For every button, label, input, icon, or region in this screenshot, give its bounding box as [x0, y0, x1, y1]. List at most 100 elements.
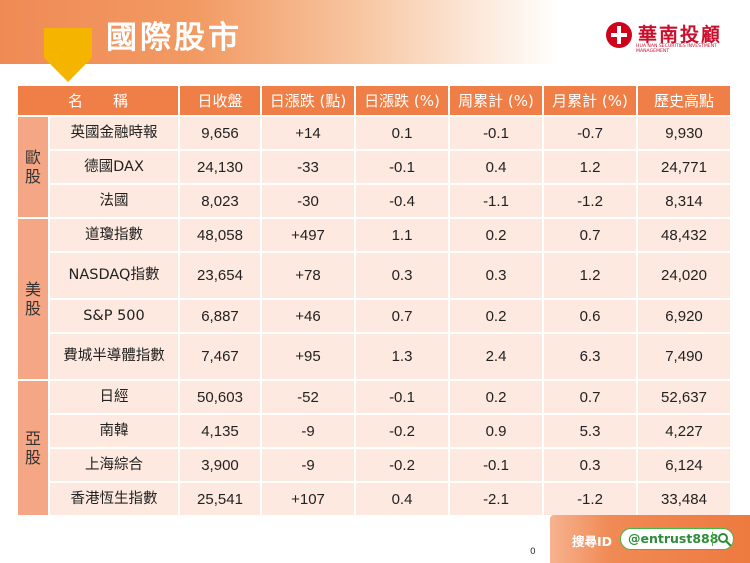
market-name: 香港恆生指數 [50, 483, 178, 515]
table-row: 南韓 4,135 -9 -0.2 0.9 5.3 4,227 [18, 415, 730, 447]
table-row: 法國 8,023 -30 -0.4 -1.1 -1.2 8,314 [18, 185, 730, 217]
month-percent-value: 5.3 [544, 415, 636, 447]
change-points-value: +497 [262, 219, 354, 251]
all-time-high-value: 9,930 [638, 117, 730, 149]
all-time-high-value: 48,432 [638, 219, 730, 251]
week-percent-value: -1.1 [450, 185, 542, 217]
search-id-value: @entrust888 [628, 531, 719, 546]
change-percent-value: -0.2 [356, 449, 448, 481]
search-box[interactable]: @entrust888 [620, 528, 734, 550]
market-name: 道瓊指數 [50, 219, 178, 251]
header-change-points: 日漲跌 (點) [262, 86, 354, 115]
market-name: NASDAQ指數 [50, 253, 178, 298]
all-time-high-value: 4,227 [638, 415, 730, 447]
market-table: 名 稱 日收盤 日漲跌 (點) 日漲跌 (%) 周累計 (%) 月累計 (%) … [16, 84, 732, 517]
week-percent-value: 0.4 [450, 151, 542, 183]
week-percent-value: 0.2 [450, 300, 542, 332]
all-time-high-value: 6,124 [638, 449, 730, 481]
change-points-value: -9 [262, 415, 354, 447]
close-value: 7,467 [180, 334, 260, 379]
change-points-value: -52 [262, 381, 354, 413]
search-divider [712, 532, 713, 546]
change-percent-value: 1.1 [356, 219, 448, 251]
table-row: S&P 500 6,887 +46 0.7 0.2 0.6 6,920 [18, 300, 730, 332]
region-label: 亞股 [18, 381, 48, 515]
search-id-label: 搜尋ID [572, 534, 613, 549]
header-name: 名 稱 [18, 86, 178, 115]
week-percent-value: 0.2 [450, 381, 542, 413]
header-week-percent: 周累計 (%) [450, 86, 542, 115]
market-name: 費城半導體指數 [50, 334, 178, 379]
close-value: 3,900 [180, 449, 260, 481]
close-value: 24,130 [180, 151, 260, 183]
week-percent-value: -0.1 [450, 117, 542, 149]
change-percent-value: 0.4 [356, 483, 448, 515]
change-percent-value: -0.2 [356, 415, 448, 447]
change-points-value: +78 [262, 253, 354, 298]
banner-marker [44, 28, 92, 82]
region-label: 美股 [18, 219, 48, 379]
brand-logo-icon [606, 22, 632, 48]
week-percent-value: 0.3 [450, 253, 542, 298]
market-name: 上海綜合 [50, 449, 178, 481]
table-row: 香港恆生指數 25,541 +107 0.4 -2.1 -1.2 33,484 [18, 483, 730, 515]
header-month-percent: 月累計 (%) [544, 86, 636, 115]
change-percent-value: -0.4 [356, 185, 448, 217]
market-name: 法國 [50, 185, 178, 217]
brand-logo: 華南投顧 HUA NAN SECURITIES INVESTMENT MANAG… [606, 20, 746, 58]
table-row: 德國DAX 24,130 -33 -0.1 0.4 1.2 24,771 [18, 151, 730, 183]
market-name: 南韓 [50, 415, 178, 447]
all-time-high-value: 33,484 [638, 483, 730, 515]
month-percent-value: 0.3 [544, 449, 636, 481]
close-value: 4,135 [180, 415, 260, 447]
all-time-high-value: 52,637 [638, 381, 730, 413]
month-percent-value: 1.2 [544, 151, 636, 183]
change-percent-value: 0.7 [356, 300, 448, 332]
change-percent-value: 0.1 [356, 117, 448, 149]
title-banner [0, 0, 560, 64]
week-percent-value: 0.9 [450, 415, 542, 447]
market-name: 德國DAX [50, 151, 178, 183]
all-time-high-value: 7,490 [638, 334, 730, 379]
change-points-value: +46 [262, 300, 354, 332]
search-icon[interactable] [717, 532, 731, 546]
month-percent-value: -1.2 [544, 483, 636, 515]
month-percent-value: -1.2 [544, 185, 636, 217]
close-value: 25,541 [180, 483, 260, 515]
month-percent-value: 1.2 [544, 253, 636, 298]
market-name: 英國金融時報 [50, 117, 178, 149]
table-row: 美股 道瓊指數 48,058 +497 1.1 0.2 0.7 48,432 [18, 219, 730, 379]
month-percent-value: 0.7 [544, 381, 636, 413]
close-value: 23,654 [180, 253, 260, 298]
table-row: 亞股 日經 50,603 -52 -0.1 0.2 0.7 52,637 [18, 381, 730, 515]
month-percent-value: 0.6 [544, 300, 636, 332]
change-percent-value: -0.1 [356, 381, 448, 413]
week-percent-value: -0.1 [450, 449, 542, 481]
close-value: 9,656 [180, 117, 260, 149]
change-percent-value: -0.1 [356, 151, 448, 183]
header-change-percent: 日漲跌 (%) [356, 86, 448, 115]
table-header-row: 名 稱 日收盤 日漲跌 (點) 日漲跌 (%) 周累計 (%) 月累計 (%) … [18, 86, 730, 115]
change-points-value: -9 [262, 449, 354, 481]
month-percent-value: 0.7 [544, 219, 636, 251]
all-time-high-value: 24,020 [638, 253, 730, 298]
market-name: 日經 [50, 381, 178, 413]
week-percent-value: -2.1 [450, 483, 542, 515]
close-value: 48,058 [180, 219, 260, 251]
header-all-time-high: 歷史高點 [638, 86, 730, 115]
change-points-value: -30 [262, 185, 354, 217]
table-row: 費城半導體指數 7,467 +95 1.3 2.4 6.3 7,490 [18, 334, 730, 379]
month-percent-value: -0.7 [544, 117, 636, 149]
month-percent-value: 6.3 [544, 334, 636, 379]
header-close: 日收盤 [180, 86, 260, 115]
all-time-high-value: 24,771 [638, 151, 730, 183]
brand-subtitle: HUA NAN SECURITIES INVESTMENT MANAGEMENT [636, 44, 717, 55]
change-percent-value: 0.3 [356, 253, 448, 298]
brand-name: 華南投顧 [638, 24, 723, 46]
close-value: 50,603 [180, 381, 260, 413]
close-value: 8,023 [180, 185, 260, 217]
table-row: 歐股 英國金融時報 9,656 +14 0.1 -0.1 -0.7 9,930 [18, 117, 730, 217]
close-value: 6,887 [180, 300, 260, 332]
market-name: S&P 500 [50, 300, 178, 332]
table-row: NASDAQ指數 23,654 +78 0.3 0.3 1.2 24,020 [18, 253, 730, 298]
